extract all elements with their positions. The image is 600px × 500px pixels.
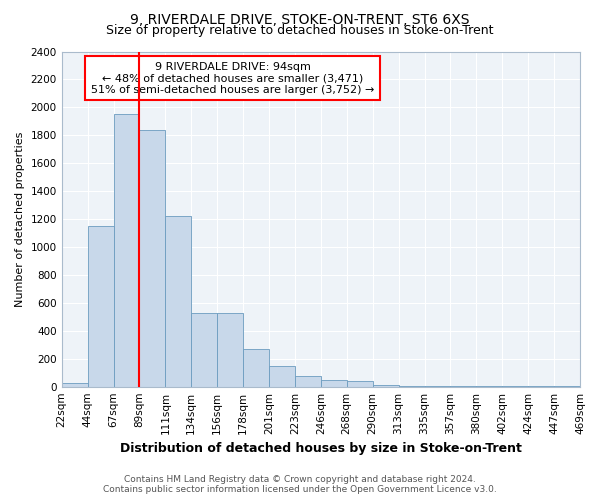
Bar — [217, 314, 243, 386]
Bar — [113, 114, 139, 386]
Y-axis label: Number of detached properties: Number of detached properties — [15, 132, 25, 307]
Bar — [88, 226, 113, 386]
Bar — [166, 216, 191, 386]
Bar — [295, 376, 321, 386]
Text: 9, RIVERDALE DRIVE, STOKE-ON-TRENT, ST6 6XS: 9, RIVERDALE DRIVE, STOKE-ON-TRENT, ST6 … — [130, 12, 470, 26]
Text: Contains HM Land Registry data © Crown copyright and database right 2024.
Contai: Contains HM Land Registry data © Crown c… — [103, 474, 497, 494]
Bar — [139, 130, 166, 386]
X-axis label: Distribution of detached houses by size in Stoke-on-Trent: Distribution of detached houses by size … — [120, 442, 522, 455]
Bar — [62, 383, 88, 386]
Bar — [243, 349, 269, 387]
Text: 9 RIVERDALE DRIVE: 94sqm
← 48% of detached houses are smaller (3,471)
51% of sem: 9 RIVERDALE DRIVE: 94sqm ← 48% of detach… — [91, 62, 374, 95]
Bar — [269, 366, 295, 386]
Bar — [321, 380, 347, 386]
Bar — [191, 314, 217, 386]
Bar — [347, 381, 373, 386]
Text: Size of property relative to detached houses in Stoke-on-Trent: Size of property relative to detached ho… — [106, 24, 494, 37]
